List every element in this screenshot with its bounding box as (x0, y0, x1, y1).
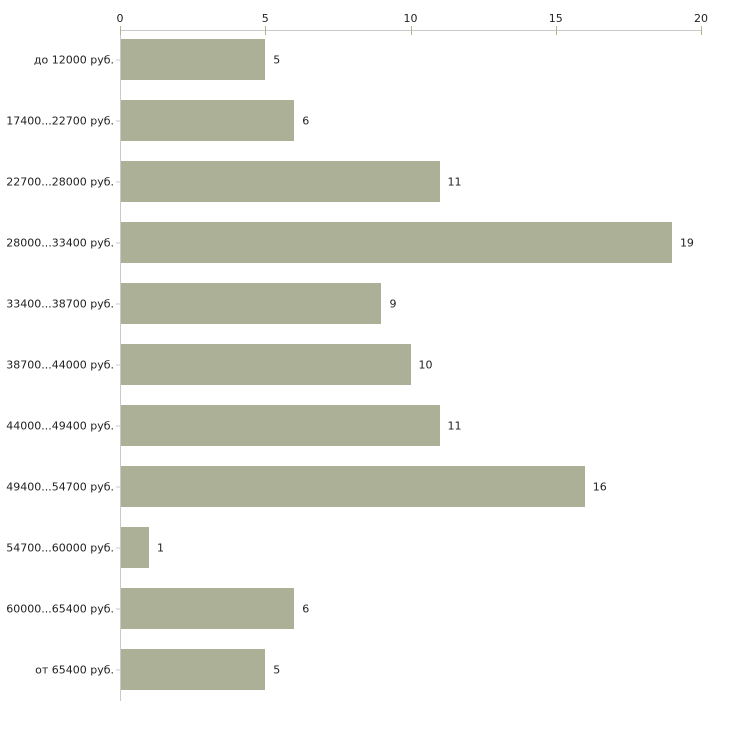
x-axis-tick-label: 15 (548, 12, 563, 25)
category-tick (116, 120, 121, 121)
category-tick (116, 181, 121, 182)
bar (121, 527, 150, 568)
category-tick (116, 486, 121, 487)
x-axis-tick (555, 26, 557, 35)
category-label: до 12000 руб. (33, 53, 114, 66)
value-label: 9 (389, 297, 397, 310)
x-axis-tick-label: 20 (694, 12, 708, 25)
y-axis-line (120, 30, 121, 701)
bar (121, 39, 266, 80)
value-label: 11 (447, 419, 462, 432)
category-label: 17400...22700 руб. (6, 114, 114, 127)
category-label: от 65400 руб. (35, 663, 114, 676)
bar (121, 466, 585, 507)
x-axis-tick-label: 5 (261, 12, 269, 25)
category-tick (116, 303, 121, 304)
value-label: 10 (418, 358, 433, 371)
bar (121, 100, 295, 141)
category-tick (116, 547, 121, 548)
value-label: 1 (157, 541, 165, 554)
category-tick (116, 425, 121, 426)
value-label: 5 (273, 663, 281, 676)
value-label: 6 (302, 114, 310, 127)
bar (121, 405, 440, 446)
x-axis-tick (410, 26, 412, 35)
category-tick (116, 669, 121, 670)
category-label: 33400...38700 руб. (6, 297, 114, 310)
x-axis-tick (701, 26, 702, 35)
bar (121, 344, 411, 385)
category-label: 28000...33400 руб. (6, 236, 114, 249)
value-label: 11 (447, 175, 462, 188)
category-label: 60000...65400 руб. (6, 602, 114, 615)
category-label: 54700...60000 руб. (6, 541, 114, 554)
bar (121, 283, 382, 324)
category-tick (116, 608, 121, 609)
category-label: 49400...54700 руб. (6, 480, 114, 493)
value-label: 5 (273, 53, 281, 66)
category-tick (116, 364, 121, 365)
x-axis-tick-label: 10 (403, 12, 418, 25)
category-tick (116, 242, 121, 243)
category-tick (116, 59, 121, 60)
bar (121, 649, 266, 690)
value-label: 19 (679, 236, 694, 249)
category-label: 22700...28000 руб. (6, 175, 114, 188)
bar (121, 161, 440, 202)
x-axis-tick-label: 0 (116, 12, 124, 25)
x-axis-tick (120, 26, 121, 35)
category-label: 38700...44000 руб. (6, 358, 114, 371)
category-label: 44000...49400 руб. (6, 419, 114, 432)
bar (121, 588, 295, 629)
value-label: 16 (592, 480, 607, 493)
bar (121, 222, 672, 263)
x-axis-tick (265, 26, 267, 35)
value-label: 6 (302, 602, 310, 615)
